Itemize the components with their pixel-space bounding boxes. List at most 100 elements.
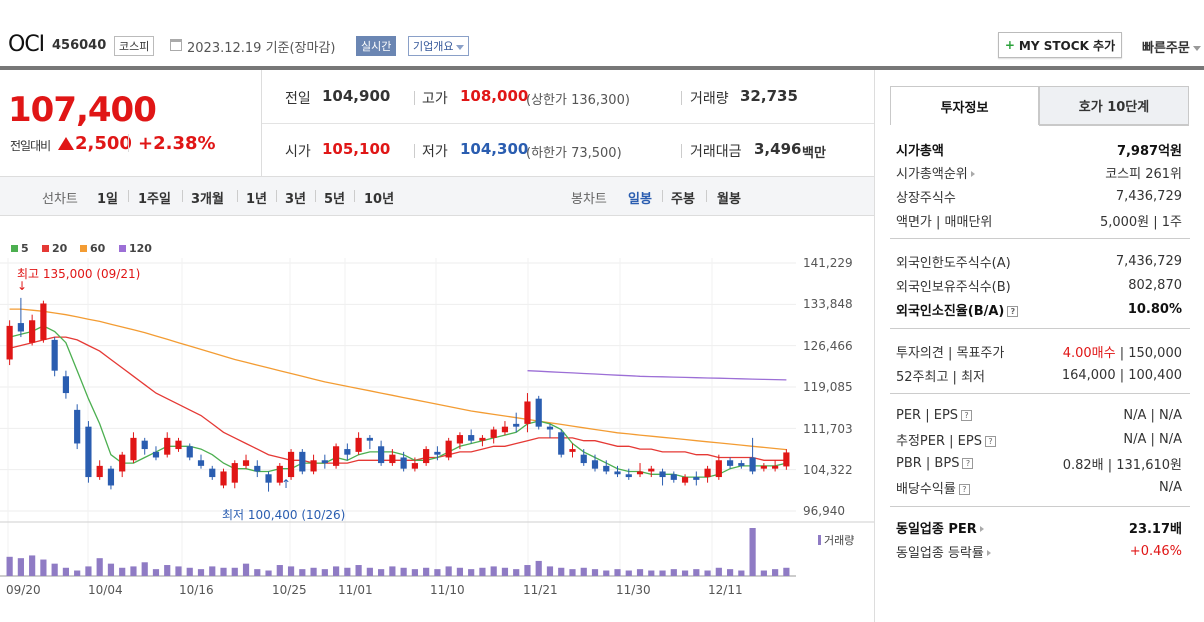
y-tick-label: 111,703 — [803, 422, 853, 436]
candle-body — [603, 465, 610, 472]
company-info-dropdown[interactable]: 기업개요 — [408, 36, 470, 56]
volume-bar — [175, 566, 182, 576]
tab-orderbook[interactable]: 호가 10단계 — [1039, 86, 1189, 125]
ma120-legend: 120 — [119, 242, 152, 255]
volume-bar — [783, 567, 790, 576]
volume-bar — [164, 565, 171, 576]
foreign-limit-value: 7,436,729 — [1115, 253, 1182, 269]
candle-body — [119, 454, 126, 472]
candle-daily[interactable]: 일봉 — [628, 192, 652, 207]
volume-bar — [242, 563, 250, 576]
volume-bar — [107, 563, 115, 576]
candle-body — [479, 437, 486, 441]
help-icon[interactable]: ? — [1007, 305, 1019, 317]
candle-body — [726, 460, 734, 466]
candle-body — [242, 460, 250, 466]
volume-bar — [772, 569, 779, 576]
volume-bar — [74, 570, 81, 576]
ma60-line — [9, 308, 787, 451]
volume-bar — [51, 563, 58, 576]
volume-bar — [119, 567, 126, 576]
info-row-per: PER | EPS? N/A | N/A — [896, 404, 1182, 426]
period-3y[interactable]: 3년 — [285, 192, 307, 207]
y-tick-label: 96,940 — [803, 504, 845, 518]
candle-body — [40, 303, 47, 340]
help-icon[interactable]: ? — [958, 483, 970, 495]
quote-divider — [414, 91, 415, 105]
price-box — [0, 70, 262, 176]
info-row-industry-change[interactable]: 동일업종 등락률 +0.46% — [896, 540, 1182, 562]
x-tick-label: 11/30 — [616, 583, 651, 597]
volume-bar — [513, 569, 520, 576]
volume-bar — [130, 566, 137, 576]
volume-bar — [378, 569, 385, 576]
candle-weekly[interactable]: 주봉 — [671, 192, 695, 207]
volume-bar — [468, 569, 475, 576]
info-row-cap-rank[interactable]: 시가총액순위 코스피 261위 — [896, 161, 1182, 183]
candle-body — [265, 474, 272, 483]
volume-bar — [726, 569, 734, 576]
price-chart[interactable] — [0, 216, 874, 622]
quick-order-dropdown[interactable]: 빠른주문 — [1142, 37, 1201, 56]
period-1d[interactable]: 1일 — [97, 192, 119, 207]
volume-bar — [738, 570, 745, 576]
volume-bar — [625, 570, 632, 576]
candle-chart-label: 봉차트 — [571, 192, 607, 207]
period-divider — [128, 190, 129, 202]
volume-bar — [501, 567, 509, 576]
candle-body — [434, 451, 441, 455]
opinion-value: 4.00매수 — [1062, 345, 1116, 361]
stock-code: 456040 — [52, 38, 107, 53]
volume-bar — [141, 562, 148, 576]
candle-body — [614, 471, 621, 475]
arrow-down-icon: ↓ — [17, 279, 28, 293]
period-1y[interactable]: 1년 — [246, 192, 268, 207]
ma120-swatch — [119, 245, 126, 252]
candle-body — [535, 398, 542, 427]
high-annotation: 최고 135,000 (09/21) — [17, 267, 141, 281]
period-3m[interactable]: 3개월 — [191, 192, 224, 207]
ind-per-label: 동일업종 PER — [896, 521, 977, 537]
volume-bar — [209, 566, 216, 576]
div-value: N/A — [1159, 479, 1182, 495]
x-tick-label: 10/25 — [272, 583, 307, 597]
help-icon[interactable]: ? — [984, 435, 996, 447]
period-1w[interactable]: 1주일 — [138, 192, 171, 207]
volume-bar — [400, 567, 407, 576]
candle-monthly[interactable]: 월봉 — [717, 192, 741, 207]
face-label: 액면가 | 매매단위 — [896, 214, 993, 230]
help-icon[interactable]: ? — [962, 457, 974, 469]
add-mystock-button[interactable]: + MY STOCK 추가 — [998, 32, 1122, 58]
est-per-label-wrap: 추정PER | EPS? — [896, 430, 996, 449]
chevron-down-icon — [1192, 46, 1201, 51]
volume-bar — [749, 528, 756, 576]
candle-body — [749, 457, 756, 472]
x-tick-label: 11/01 — [338, 583, 373, 597]
ind-chg-label: 동일업종 등락률 — [896, 545, 984, 561]
volume-bar — [332, 566, 340, 576]
candle-body — [107, 468, 115, 486]
period-divider — [276, 190, 277, 202]
candle-body — [704, 468, 711, 478]
info-row-face: 액면가 | 매매단위 5,000원 | 1주 — [896, 209, 1182, 231]
volume-bar — [614, 569, 621, 576]
upper-limit: (상한가 136,300) — [526, 93, 630, 108]
info-row-est-per: 추정PER | EPS? N/A | N/A — [896, 428, 1182, 450]
info-row-industry-per[interactable]: 동일업종 PER 23.17배 — [896, 516, 1182, 538]
foreign-hold-label: 외국인보유주식수(B) — [896, 279, 1011, 295]
realtime-button[interactable]: 실시간 — [356, 36, 397, 56]
w52-label: 52주최고 | 최저 — [896, 369, 985, 385]
period-5y[interactable]: 5년 — [324, 192, 346, 207]
add-mystock-label: MY STOCK 추가 — [1018, 38, 1116, 53]
y-tick-label: 133,848 — [803, 297, 853, 311]
ma5-line — [9, 325, 787, 478]
period-10y[interactable]: 10년 — [364, 192, 395, 207]
candle-body — [378, 446, 385, 464]
help-icon[interactable]: ? — [961, 409, 973, 421]
low-annotation: 최저 100,400 (10/26) — [222, 508, 346, 522]
candle-body — [6, 325, 13, 360]
candle-body — [152, 451, 160, 458]
right-panel — [874, 70, 1204, 622]
tab-invest-info[interactable]: 투자정보 — [890, 86, 1039, 125]
volume-bar — [321, 569, 328, 576]
